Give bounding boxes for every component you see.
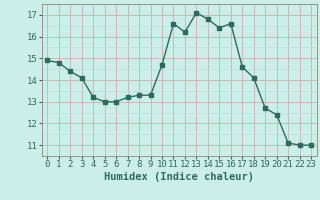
- X-axis label: Humidex (Indice chaleur): Humidex (Indice chaleur): [104, 172, 254, 182]
